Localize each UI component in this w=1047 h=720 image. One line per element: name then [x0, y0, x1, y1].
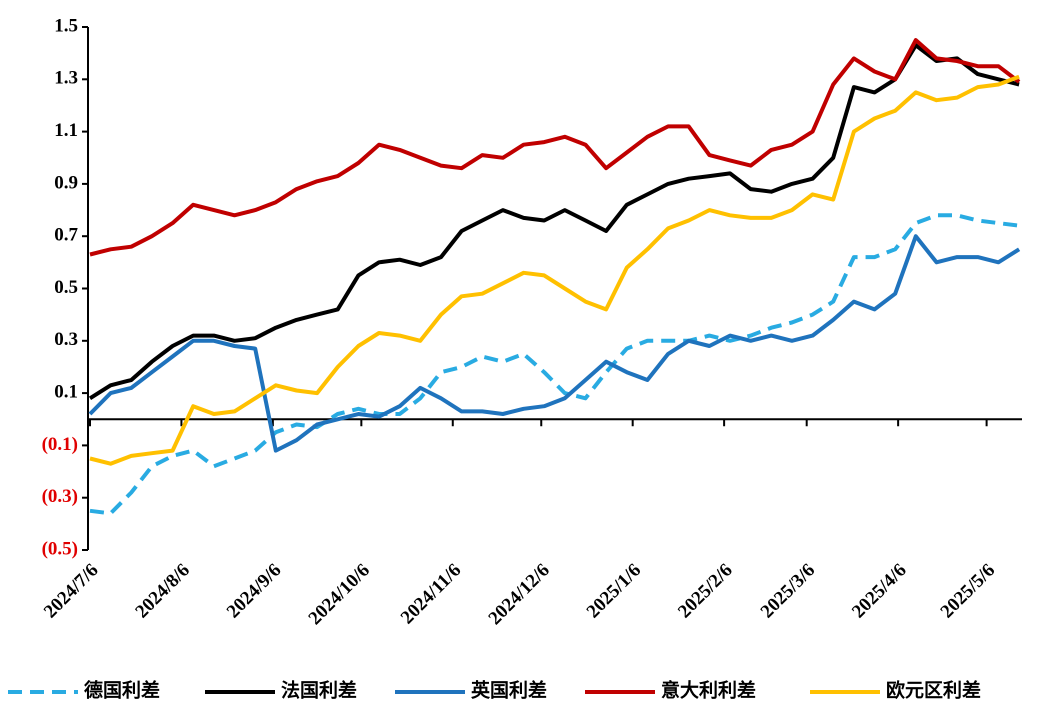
x-tick-label: 2024/8/6 — [131, 560, 194, 623]
series-line — [89, 213, 1020, 516]
legend-label: 德国利差 — [84, 678, 160, 701]
series-line — [89, 38, 1021, 257]
y-tick-label: 1.3 — [54, 68, 78, 89]
x-tick-label: 2024/7/6 — [40, 560, 103, 623]
y-tick-label: 0.7 — [54, 225, 78, 246]
x-tick-label: 2024/11/6 — [397, 560, 466, 629]
series-line — [88, 43, 1020, 400]
y-tick-label: (0.1) — [42, 434, 78, 455]
x-tick-label: 2024/12/6 — [485, 560, 554, 629]
x-tick-label: 2025/5/6 — [937, 560, 1000, 623]
legend-label: 英国利差 — [471, 678, 547, 701]
legend-label: 法国利差 — [281, 678, 357, 701]
series-line — [89, 74, 1020, 466]
y-tick-label: 0.9 — [54, 172, 78, 193]
y-tick-label: 0.3 — [54, 329, 78, 350]
legend-label: 欧元区利差 — [886, 678, 981, 701]
series-line — [88, 234, 1021, 453]
x-tick-label: 2025/1/6 — [583, 560, 646, 623]
x-tick-label: 2025/2/6 — [674, 560, 737, 623]
y-tick-label: 1.5 — [54, 15, 78, 36]
y-tick-label: (0.3) — [42, 486, 78, 507]
x-tick-label: 2024/10/6 — [305, 560, 374, 629]
y-tick-label: 0.5 — [54, 277, 78, 298]
x-tick-label: 2025/4/6 — [848, 560, 911, 623]
y-tick-label: 1.1 — [54, 120, 78, 141]
y-tick-label: 0.1 — [54, 381, 78, 402]
legend-label: 意大利利差 — [661, 678, 756, 701]
y-tick-label: (0.5) — [42, 538, 78, 559]
x-tick-label: 2024/9/6 — [223, 560, 286, 623]
x-tick-label: 2025/3/6 — [757, 560, 820, 623]
